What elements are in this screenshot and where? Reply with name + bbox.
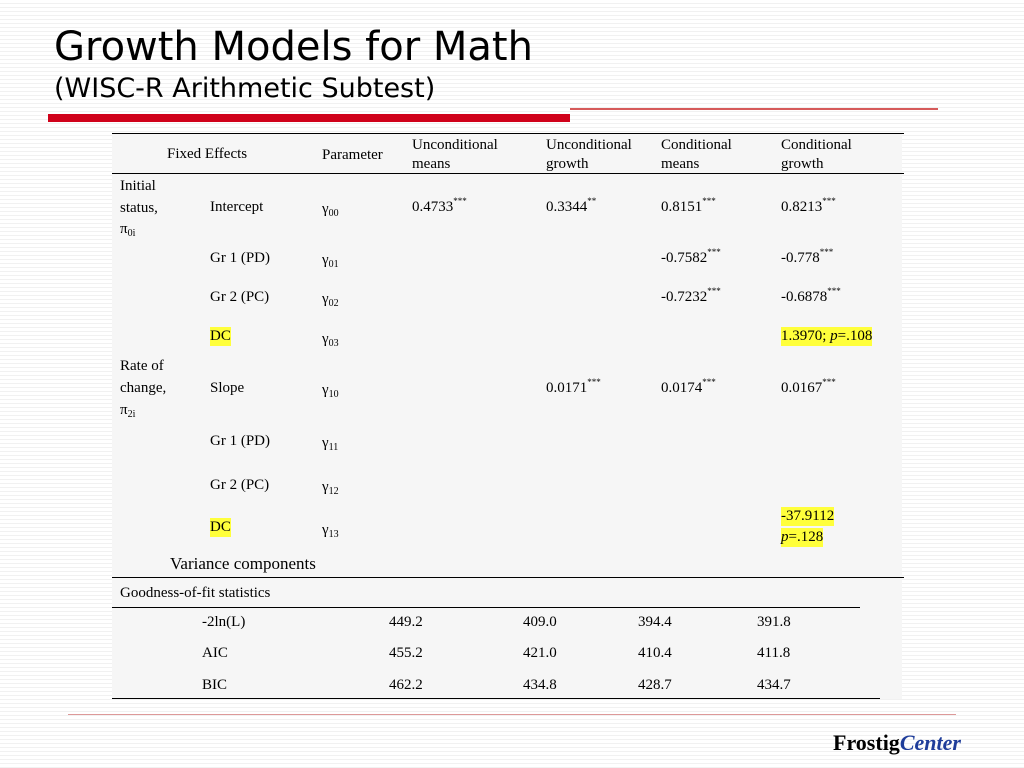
row-intercept-uncond-growth: 0.3344** [546, 196, 597, 216]
variance-bottom-rule [112, 577, 904, 578]
row-gr1-param: γ01 [322, 252, 339, 270]
group-initial-status-symbol: π0i [120, 221, 136, 239]
brand-name-a: Frostig [833, 730, 900, 755]
table-top-rule [112, 133, 904, 134]
row-slope-cond-means: 0.0174*** [661, 377, 716, 397]
row-gr1-label: Gr 1 (PD) [210, 250, 270, 266]
footer-rule [68, 714, 956, 715]
row-gr1-cond-growth: -0.778*** [781, 247, 834, 267]
header-cond-growth-1: Conditional [781, 137, 852, 153]
header-uncond-growth-2: growth [546, 156, 589, 172]
row-slope-gr1-param: γ11 [322, 435, 339, 453]
brand-name-b: Center [899, 730, 961, 755]
row-slope-dc-cond-growth-1: -37.9112 [781, 507, 835, 526]
header-parameter: Parameter [322, 147, 383, 163]
row-intercept-cond-growth: 0.8213*** [781, 196, 836, 216]
row-slope-param: γ10 [322, 382, 339, 400]
row-dc-param: γ03 [322, 331, 339, 349]
fit-row-value: 391.8 [757, 614, 791, 630]
row-slope-gr2-param: γ12 [322, 479, 339, 497]
group-rate-of-change-symbol: π2i [120, 402, 136, 420]
brand-logo: FrostigCenter [833, 730, 961, 756]
fit-row-value: 434.8 [523, 677, 557, 693]
group-rate-of-change-2: change, [120, 380, 167, 396]
fit-row-value: 411.8 [757, 645, 791, 661]
fit-row-value: 409.0 [523, 614, 557, 630]
fit-row-value: 449.2 [389, 614, 423, 630]
row-slope-gr2-label: Gr 2 (PC) [210, 477, 270, 493]
row-gr2-cond-growth: -0.6878*** [781, 286, 841, 306]
row-slope-cond-growth: 0.0167*** [781, 377, 836, 397]
row-dc-cond-growth: 1.3970; p=.108 [781, 327, 873, 346]
fit-row-label: -2ln(L) [202, 614, 246, 630]
gof-label: Goodness-of-fit statistics [120, 585, 271, 601]
header-cond-means-1: Conditional [661, 137, 732, 153]
variance-components-label: Variance components [170, 554, 316, 573]
row-gr2-param: γ02 [322, 291, 339, 309]
row-gr1-cond-means: -0.7582*** [661, 247, 721, 267]
fit-row-value: 410.4 [638, 645, 672, 661]
title-accent-line [570, 108, 938, 110]
group-initial-status-2: status, [120, 200, 158, 216]
group-rate-of-change-1: Rate of [120, 358, 164, 374]
row-slope-label: Slope [210, 380, 245, 396]
slide-subtitle: (WISC-R Arithmetic Subtest) [54, 73, 436, 104]
header-cond-means-2: means [661, 156, 700, 172]
row-slope-uncond-growth: 0.0171*** [546, 377, 601, 397]
header-uncond-growth-1: Unconditional [546, 137, 632, 153]
row-slope-dc-cond-growth-2: p=.128 [781, 528, 824, 547]
results-table: Fixed Effects Parameter Unconditional me… [112, 133, 904, 699]
fit-row-value: 428.7 [638, 677, 672, 693]
row-gr2-cond-means: -0.7232*** [661, 286, 721, 306]
fit-row-value: 455.2 [389, 645, 423, 661]
row-intercept-param: γ00 [322, 201, 339, 219]
fit-row-value: 434.7 [757, 677, 791, 693]
row-slope-dc-param: γ13 [322, 522, 339, 540]
header-uncond-means-2: means [412, 156, 451, 172]
gof-bottom-rule [112, 607, 860, 608]
row-dc-label: DC [210, 327, 231, 346]
row-gr2-label: Gr 2 (PC) [210, 289, 270, 305]
row-intercept-label: Intercept [210, 199, 264, 215]
title-accent-bar [48, 114, 570, 122]
slide-title: Growth Models for Math [54, 24, 533, 70]
header-fixed-effects: Fixed Effects [167, 146, 248, 162]
fit-row-value: 421.0 [523, 645, 557, 661]
header-uncond-means-1: Unconditional [412, 137, 498, 153]
row-slope-gr1-label: Gr 1 (PD) [210, 433, 270, 449]
group-initial-status-1: Initial [120, 178, 156, 194]
fit-row-value: 394.4 [638, 614, 672, 630]
fit-row-label: BIC [202, 677, 228, 693]
header-bottom-rule [112, 173, 904, 174]
table-bottom-rule [112, 698, 880, 699]
fit-row-label: AIC [202, 645, 228, 661]
header-cond-growth-2: growth [781, 156, 824, 172]
row-intercept-cond-means: 0.8151*** [661, 196, 716, 216]
row-slope-dc-label: DC [210, 518, 231, 537]
row-intercept-uncond-means: 0.4733*** [412, 196, 467, 216]
fit-row-value: 462.2 [389, 677, 423, 693]
